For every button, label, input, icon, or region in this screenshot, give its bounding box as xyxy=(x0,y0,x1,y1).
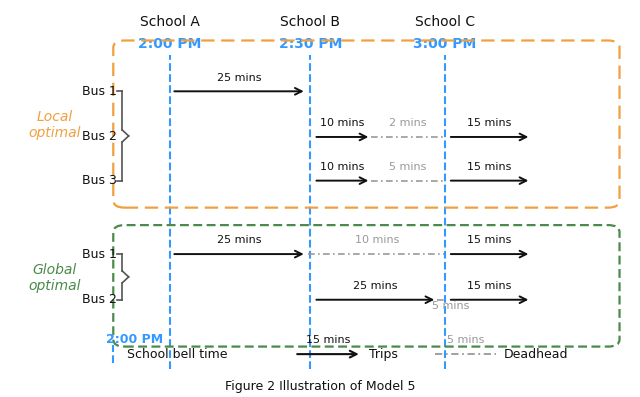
Text: 25 mins: 25 mins xyxy=(353,281,397,291)
Text: 15 mins: 15 mins xyxy=(467,162,512,172)
Text: Global
optimal: Global optimal xyxy=(28,263,81,293)
Text: School C: School C xyxy=(415,15,475,29)
Text: School bell time: School bell time xyxy=(127,348,228,360)
Text: Local
optimal: Local optimal xyxy=(28,110,81,140)
Text: 5 mins: 5 mins xyxy=(432,301,469,311)
Text: 25 mins: 25 mins xyxy=(217,235,261,245)
Text: 15 mins: 15 mins xyxy=(467,118,512,128)
Text: 3:00 PM: 3:00 PM xyxy=(413,37,476,52)
Text: Bus 1: Bus 1 xyxy=(82,248,116,260)
Text: Bus 2: Bus 2 xyxy=(82,131,116,143)
Text: Trips: Trips xyxy=(369,348,398,360)
Text: 2 mins: 2 mins xyxy=(389,118,427,128)
Text: 15 mins: 15 mins xyxy=(306,335,350,345)
Text: 2:00 PM: 2:00 PM xyxy=(106,333,163,346)
Text: School B: School B xyxy=(280,15,340,29)
Text: 10 mins: 10 mins xyxy=(320,118,365,128)
Text: Deadhead: Deadhead xyxy=(504,348,568,360)
Text: 10 mins: 10 mins xyxy=(355,235,400,245)
Text: Bus 1: Bus 1 xyxy=(82,85,116,98)
Text: 15 mins: 15 mins xyxy=(467,281,512,291)
Text: Figure 2 Illustration of Model 5: Figure 2 Illustration of Model 5 xyxy=(225,380,415,393)
Text: Bus 2: Bus 2 xyxy=(82,293,116,306)
Text: 5 mins: 5 mins xyxy=(447,335,484,345)
Text: 2:00 PM: 2:00 PM xyxy=(138,37,202,52)
Text: 10 mins: 10 mins xyxy=(320,162,365,172)
Text: School A: School A xyxy=(140,15,200,29)
Text: 25 mins: 25 mins xyxy=(217,73,261,83)
Text: 2:30 PM: 2:30 PM xyxy=(278,37,342,52)
Text: 15 mins: 15 mins xyxy=(467,235,512,245)
Text: 5 mins: 5 mins xyxy=(389,162,427,172)
Text: Bus 3: Bus 3 xyxy=(82,174,116,187)
